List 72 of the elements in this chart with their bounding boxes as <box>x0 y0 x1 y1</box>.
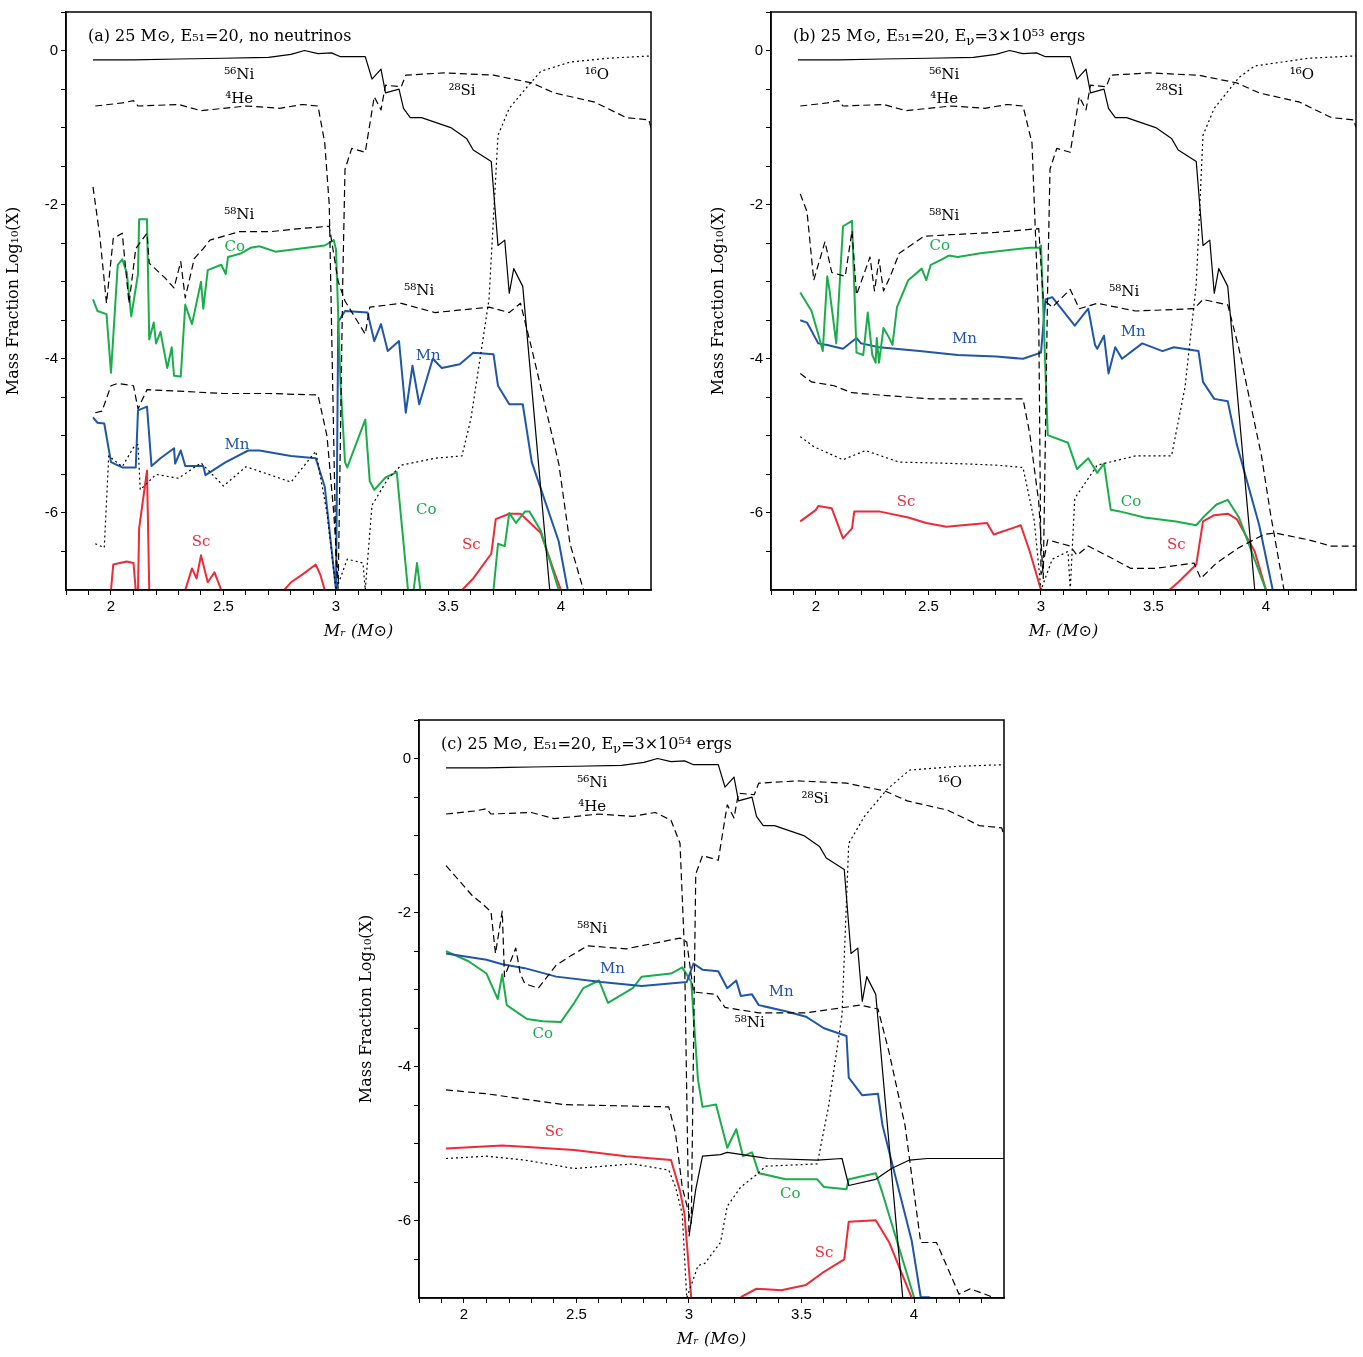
series-label: ²⁸Si <box>1155 80 1183 99</box>
series-label: ¹⁶O <box>937 772 963 791</box>
x-axis-title: Mᵣ (M⊙) <box>1027 620 1099 640</box>
y-axis-title: Mass Fraction Log₁₀(X) <box>707 206 727 396</box>
series-label: Sc <box>896 491 916 510</box>
x-tick-label: 2 <box>106 597 116 615</box>
text: ⁵⁸Ni <box>929 205 960 224</box>
series-label: Co <box>929 235 951 254</box>
text: ⁵⁸Ni <box>224 204 255 223</box>
y-tick-label: -4 <box>749 348 763 366</box>
series-label: ⁵⁶Ni <box>577 772 608 791</box>
y-tick-label: -2 <box>44 194 58 212</box>
x-tick-label: 3 <box>1036 597 1046 615</box>
text: (b) 25 M⊙, E₅₁=20, E$_{ν}$=3×10⁵³ ergs <box>791 26 1088 49</box>
y-tick-label: -4 <box>397 1056 411 1074</box>
series-label: ⁵⁸Ni <box>404 280 435 299</box>
y-tick-label: -4 <box>44 348 58 366</box>
series-label: ²⁸Si <box>801 788 829 807</box>
x-tick-label: 3.5 <box>791 1305 812 1323</box>
series-label: Mn <box>224 434 250 453</box>
y-tick-label: -2 <box>397 902 411 920</box>
x-tick-label: 2.5 <box>213 597 234 615</box>
text: Co <box>1120 491 1142 510</box>
text: Co <box>779 1183 801 1202</box>
series-label: ⁴He <box>930 88 959 107</box>
series-label: Co <box>224 236 246 255</box>
x-tick-label: 3 <box>331 597 341 615</box>
y-tick-label: -6 <box>397 1211 411 1229</box>
x-tick-label: 3 <box>684 1305 694 1323</box>
x-axis-title: Mᵣ (M⊙) <box>322 620 394 640</box>
y-tick-label: 0 <box>402 748 411 766</box>
series-label: Sc <box>814 1242 834 1261</box>
y-axis-title: Mass Fraction Log₁₀(X) <box>355 914 375 1104</box>
text: ⁵⁸Ni <box>577 918 608 937</box>
x-tick-label: 3.5 <box>438 597 459 615</box>
series-label: ¹⁶O <box>584 64 610 83</box>
series-label: ⁵⁶Ni <box>929 64 960 83</box>
text: Co <box>415 499 437 518</box>
text: (a) 25 M⊙, E₅₁=20, no neutrinos <box>86 26 354 45</box>
text: Mn <box>768 981 794 1000</box>
series-label: Sc <box>461 534 481 553</box>
y-tick-label: -6 <box>749 503 763 521</box>
text: Sc <box>191 531 211 550</box>
series-label: ⁴He <box>225 88 254 107</box>
y-tick-label: -2 <box>749 194 763 212</box>
series-label: Co <box>532 1023 554 1042</box>
text: Sc <box>1166 534 1186 553</box>
x-tick-label: 2 <box>459 1305 469 1323</box>
y-axis-title: Mass Fraction Log₁₀(X) <box>2 206 22 396</box>
x-tick-label: 4 <box>1261 597 1271 615</box>
x-tick-label: 2 <box>811 597 821 615</box>
x-tick-label: 2.5 <box>566 1305 587 1323</box>
y-tick-label: -6 <box>44 503 58 521</box>
series-label: ⁵⁶Ni <box>224 64 255 83</box>
series-label: ⁴He <box>578 796 607 815</box>
series-label: ²⁸Si <box>448 80 476 99</box>
series-label: Mn <box>599 958 626 977</box>
series-label: Mn <box>1120 321 1146 340</box>
y-tick-label: 0 <box>49 40 58 58</box>
text: Mn <box>951 328 978 347</box>
series-label: ¹⁶O <box>1289 64 1315 83</box>
x-axis-title: Mᵣ (M⊙) <box>675 1328 747 1348</box>
text: Mn <box>415 345 441 364</box>
x-tick-label: 4 <box>556 597 566 615</box>
y-tick-label: 0 <box>754 40 763 58</box>
series-label: ⁵⁸Ni <box>1109 281 1140 300</box>
x-tick-label: 2.5 <box>918 597 939 615</box>
x-tick-label: 4 <box>909 1305 919 1323</box>
series-label: ⁵⁸Ni <box>734 1012 765 1031</box>
text: Sc <box>544 1121 564 1140</box>
x-tick-label: 3.5 <box>1143 597 1164 615</box>
text: (c) 25 M⊙, E₅₁=20, E$_{ν}$=3×10⁵⁴ ergs <box>439 734 735 757</box>
